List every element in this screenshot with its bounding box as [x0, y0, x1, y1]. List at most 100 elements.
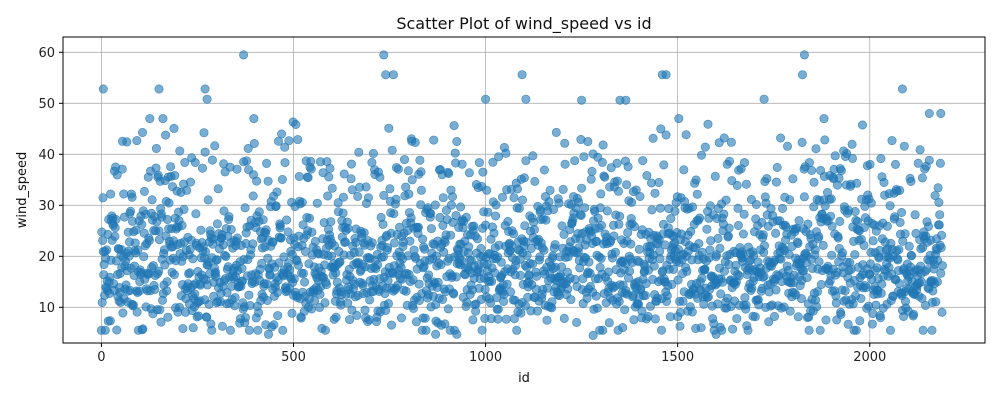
scatter-point [401, 286, 411, 296]
scatter-point [529, 225, 539, 235]
chart-title: Scatter Plot of wind_speed vs id [396, 14, 651, 34]
scatter-point [592, 303, 602, 313]
scatter-point [262, 295, 272, 305]
scatter-point [421, 325, 431, 335]
scatter-point [793, 239, 803, 249]
scatter-point [885, 201, 895, 211]
scatter-point [501, 314, 511, 324]
scatter-point [188, 323, 198, 333]
scatter-point [580, 203, 590, 213]
scatter-point [771, 228, 781, 238]
scatter-point [895, 217, 905, 227]
scatter-point [145, 114, 155, 124]
scatter-point [614, 219, 624, 229]
scatter-point [443, 304, 453, 314]
scatter-point [804, 325, 814, 335]
scatter-point [262, 158, 272, 168]
scatter-point [335, 257, 345, 267]
scatter-point [527, 259, 537, 269]
scatter-point [715, 243, 725, 253]
scatter-point [438, 294, 448, 304]
scatter-point [764, 317, 774, 327]
scatter-point [751, 200, 761, 210]
scatter-point [224, 212, 234, 222]
scatter-point [148, 261, 158, 271]
scatter-point [906, 177, 916, 187]
scatter-point [679, 165, 689, 175]
scatter-point [383, 275, 393, 285]
scatter-point [105, 316, 115, 326]
scatter-point [240, 203, 250, 213]
scatter-point [297, 198, 307, 208]
scatter-point [865, 159, 875, 169]
scatter-point [396, 313, 406, 323]
scatter-point [481, 94, 491, 104]
scatter-point [277, 129, 287, 139]
scatter-point [147, 195, 157, 205]
scatter-point [520, 221, 530, 231]
scatter-point [164, 198, 174, 208]
scatter-point [559, 229, 569, 239]
scatter-point [522, 250, 532, 260]
scatter-point [545, 185, 555, 195]
scatter-point [827, 221, 837, 231]
scatter-point [263, 176, 273, 186]
scatter-point [923, 222, 933, 232]
scatter-point [702, 224, 712, 234]
scatter-point [378, 219, 388, 229]
plot-frame [62, 36, 986, 344]
scatter-point [539, 165, 549, 175]
scatter-point [897, 208, 907, 218]
scatter-point [634, 244, 644, 254]
scatter-point [809, 202, 819, 212]
scatter-point [826, 194, 836, 204]
scatter-point [325, 163, 335, 173]
scatter-point [509, 193, 519, 203]
scatter-point [659, 160, 669, 170]
scatter-point [196, 225, 206, 235]
scatter-point [373, 260, 383, 270]
scatter-point [794, 216, 804, 226]
scatter-point [274, 258, 284, 268]
scatter-point [379, 50, 389, 60]
scatter-point [692, 189, 702, 199]
scatter-point [678, 296, 688, 306]
scatter-point [414, 279, 424, 289]
scatter-point [670, 206, 680, 216]
scatter-point [200, 84, 210, 94]
scatter-point [579, 152, 589, 162]
scatter-point [521, 237, 531, 247]
scatter-point [686, 227, 696, 237]
scatter-point [661, 70, 671, 80]
scatter-point [703, 119, 713, 129]
scatter-point [809, 177, 819, 187]
scatter-point [212, 219, 222, 229]
scatter-point [588, 330, 598, 340]
scatter-point [724, 223, 734, 233]
scatter-point [144, 236, 154, 246]
scatter-point [603, 267, 613, 277]
scatter-point [446, 230, 456, 240]
scatter-point [558, 184, 568, 194]
scatter-point [364, 315, 374, 325]
scatter-point [836, 166, 846, 176]
scatter-point [118, 308, 128, 318]
scatter-point [326, 251, 336, 261]
scatter-point [776, 133, 786, 143]
scatter-point [242, 156, 252, 166]
scatter-point [139, 186, 149, 196]
y-tick-label: 50 [38, 97, 55, 112]
scatter-point [493, 314, 503, 324]
scatter-point [404, 189, 414, 199]
scatter-point [932, 277, 942, 287]
scatter-point [162, 286, 172, 296]
scatter-point [584, 257, 594, 267]
scatter-point [740, 293, 750, 303]
scatter-point [572, 317, 582, 327]
scatter-point [577, 95, 587, 105]
scatter-point [243, 144, 253, 154]
scatter-point [602, 206, 612, 216]
scatter-point [396, 263, 406, 273]
scatter-point [163, 312, 173, 322]
scatter-point [379, 190, 389, 200]
